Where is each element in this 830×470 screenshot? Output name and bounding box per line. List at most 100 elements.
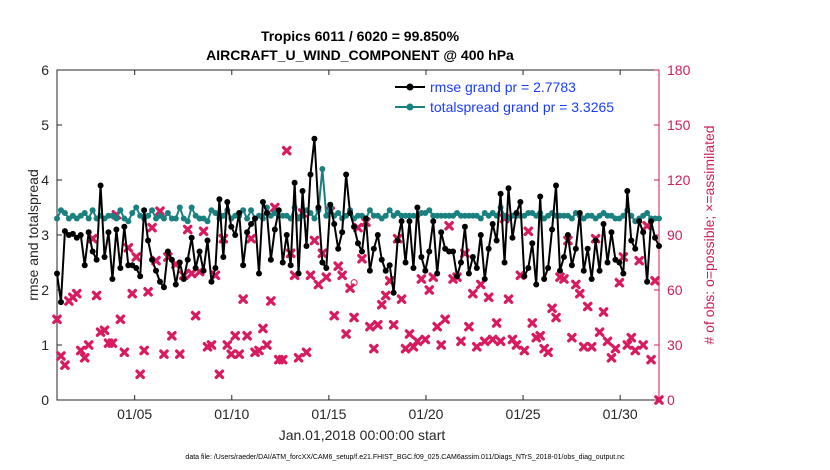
totalspread-point [319,166,326,172]
obs-marker [246,233,256,244]
obs-marker [610,343,621,354]
rmse-point [541,276,548,282]
y2-tick-label: 0 [667,392,675,408]
rmse-point [410,265,417,271]
rmse-point [307,171,314,178]
rmse-point [255,270,262,277]
rmse-point [640,229,647,236]
rmse-point [208,278,215,285]
obs-marker [630,345,641,356]
rmse-point [608,229,615,236]
obs-marker [527,318,538,328]
y-axis-label: rmse and totalspread [25,169,41,301]
x-tick-label: 01/20 [408,406,443,422]
rmse-point [81,262,88,269]
obs-marker [380,290,391,301]
obs-marker [483,292,494,303]
obs-marker [301,347,312,358]
totalspread-point [335,210,342,216]
rmse-point [93,256,100,263]
totalspread-point [133,204,140,211]
obs-marker [277,354,288,365]
rmse-point [473,265,480,271]
rmse-point [628,237,635,244]
obs-marker [167,331,177,341]
obs-marker [56,351,66,361]
legend-spread-label: totalspread grand pr = 3.3265 [430,99,614,115]
rmse-point [481,276,488,282]
rmse-point [398,218,405,225]
totalspread-point [125,218,132,225]
obs-marker [206,340,217,350]
rmse-point [216,196,223,203]
rmse-point [592,237,599,244]
x-tick-label: 01/30 [603,406,638,422]
rmse-point [267,256,274,263]
obs-marker [230,331,241,341]
rmse-point [303,243,310,249]
totalspread-point [568,215,575,222]
x-axis: 01/05 01/10 01/15 01/20 01/25 01/30 [117,70,638,422]
obs-marker [349,312,359,323]
rmse-point [588,276,595,282]
rmse-point [259,199,266,205]
rmse-point [624,188,631,194]
obs-marker [214,369,225,380]
rmse-point [620,270,627,277]
rmse-point [347,210,354,216]
rmse-point [457,259,464,266]
rmse-point [584,245,591,252]
rmse-point [382,267,389,274]
obs-marker [159,349,169,359]
obs-marker [464,321,474,332]
obs-marker [369,343,379,354]
obs-marker [586,342,597,352]
obs-marker [404,329,415,339]
rmse-point [529,240,536,247]
rmse-point [109,276,116,282]
obs-marker [646,354,656,365]
totalspread-point [149,207,156,214]
rmse-point [370,245,377,252]
obs-marker [547,303,557,314]
rmse-point [291,179,298,186]
rmse-point [501,259,508,266]
y-tick-label: 2 [41,282,49,298]
totalspread-point [311,215,318,222]
y-tick-label: 4 [41,172,49,188]
obs-marker [91,290,102,301]
totalspread-point [426,207,433,214]
rmse-point [477,232,484,238]
obs-marker [574,288,585,299]
rmse-point [137,273,144,280]
obs-marker [376,299,387,310]
obs-marker [487,334,498,345]
totalspread-point [244,215,251,222]
obs-marker [107,338,118,348]
obs-marker [543,347,553,358]
rmse-point [339,229,346,236]
totalspread-point [644,210,651,216]
obs-marker [412,336,423,347]
rmse-point [145,237,152,244]
totalspread-point [61,210,68,216]
rmse-point [497,190,504,197]
y2-tick-label: 180 [667,62,691,78]
rmse-point [537,193,544,200]
rmse-point [311,135,318,142]
rmse-point [204,237,211,244]
rmse-point [164,248,171,255]
obs-marker [606,353,617,363]
obs-marker [135,369,145,380]
y-axis-left: 0 1 2 3 4 5 6 [41,62,62,408]
rmse-point [141,207,148,214]
obs-marker [333,261,343,271]
rmse-point [153,267,160,274]
obs-marker [559,274,569,284]
obs-marker [234,349,244,359]
obs-marker [479,336,490,347]
rmse-point [287,262,294,269]
rmse-point [200,267,207,274]
obs-marker [571,279,581,290]
